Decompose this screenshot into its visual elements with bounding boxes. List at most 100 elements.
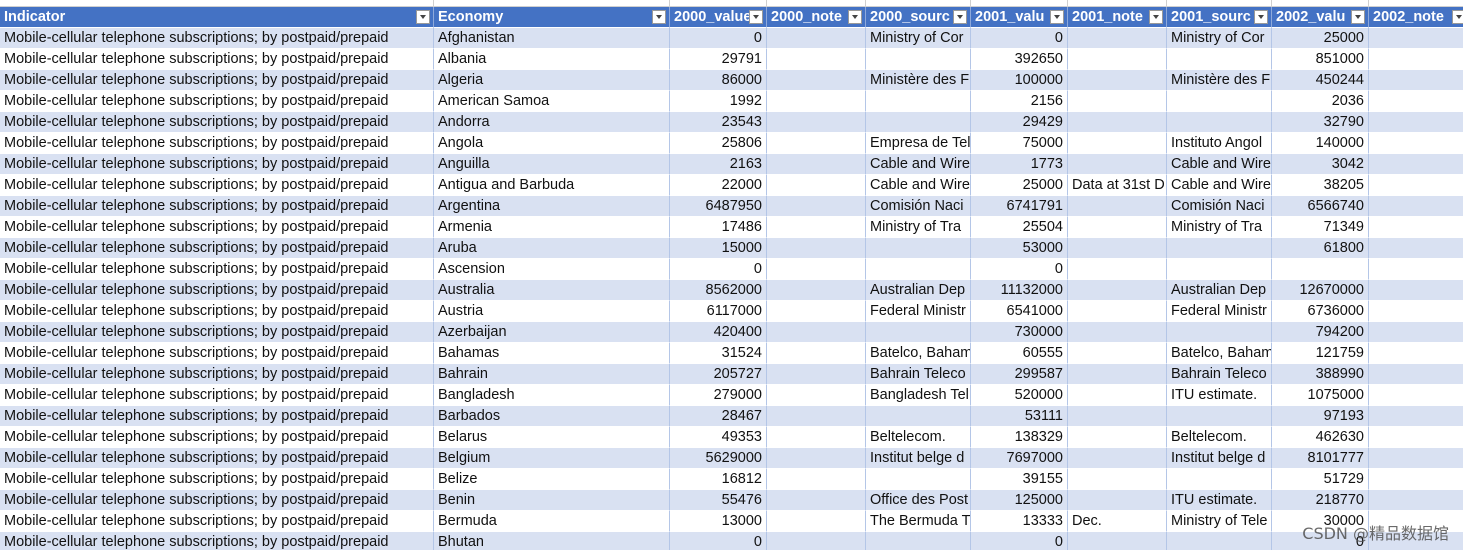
cell: 28467 (670, 406, 767, 427)
cell: 51729 (1272, 469, 1369, 490)
cell (767, 343, 866, 364)
cell (1068, 343, 1167, 364)
column-header[interactable]: Economy (434, 7, 670, 28)
cell: Mobile-cellular telephone subscriptions;… (0, 70, 434, 91)
cell (1068, 133, 1167, 154)
cell (767, 490, 866, 511)
cell: Ministère des F (866, 70, 971, 91)
cell: Institut belge d (1167, 448, 1272, 469)
column-header[interactable]: Indicator (0, 7, 434, 28)
cell (1167, 406, 1272, 427)
cell: 29429 (971, 112, 1068, 133)
cell: Ministry of Tra (1167, 217, 1272, 238)
cell: 138329 (971, 427, 1068, 448)
cell: 12670000 (1272, 280, 1369, 301)
cell (1068, 70, 1167, 91)
cell (1369, 49, 1463, 70)
cell: 0 (670, 28, 767, 49)
cell (1369, 448, 1463, 469)
cell: 25504 (971, 217, 1068, 238)
column-header[interactable]: 2002_valu (1272, 7, 1369, 28)
cell: 851000 (1272, 49, 1369, 70)
filter-button[interactable] (953, 10, 967, 24)
column-header[interactable]: 2000_note (767, 7, 866, 28)
cell: 39155 (971, 469, 1068, 490)
filter-button[interactable] (1452, 10, 1463, 24)
filter-button[interactable] (1351, 10, 1365, 24)
cell: The Bermuda T (866, 511, 971, 532)
cell: Batelco, Baham (866, 343, 971, 364)
cell: Mobile-cellular telephone subscriptions;… (0, 280, 434, 301)
cell: Comisión Naci (1167, 196, 1272, 217)
cell: Comisión Naci (866, 196, 971, 217)
cell (1369, 91, 1463, 112)
column-header[interactable]: 2001_sourc (1167, 7, 1272, 28)
cell: Benin (434, 490, 670, 511)
cell (1369, 343, 1463, 364)
cell (866, 469, 971, 490)
cell: 0 (670, 532, 767, 550)
cell: Mobile-cellular telephone subscriptions;… (0, 133, 434, 154)
filter-button[interactable] (1254, 10, 1268, 24)
filter-button[interactable] (1050, 10, 1064, 24)
cell: 30000 (1272, 511, 1369, 532)
cell (1369, 469, 1463, 490)
cell: Mobile-cellular telephone subscriptions;… (0, 532, 434, 550)
cell: Cable and Wire (1167, 154, 1272, 175)
cell: 6487950 (670, 196, 767, 217)
column-header[interactable]: 2001_valu (971, 7, 1068, 28)
column-header[interactable]: 2001_note (1068, 7, 1167, 28)
cell: 0 (971, 28, 1068, 49)
cell: 6741791 (971, 196, 1068, 217)
cell (1068, 448, 1167, 469)
filter-button[interactable] (1149, 10, 1163, 24)
cell (1369, 532, 1463, 550)
cell (1369, 301, 1463, 322)
filter-button[interactable] (749, 10, 763, 24)
cell: 462630 (1272, 427, 1369, 448)
cell: 97193 (1272, 406, 1369, 427)
column-header[interactable]: 2002_note (1369, 7, 1463, 28)
cell: 1992 (670, 91, 767, 112)
cell: 6117000 (670, 301, 767, 322)
cell: Bermuda (434, 511, 670, 532)
cell (1068, 469, 1167, 490)
cell: 0 (971, 259, 1068, 280)
cell: Afghanistan (434, 28, 670, 49)
cell (1167, 469, 1272, 490)
cell (1369, 385, 1463, 406)
cell (767, 49, 866, 70)
cell: Mobile-cellular telephone subscriptions;… (0, 322, 434, 343)
cell (1272, 0, 1369, 7)
cell (1167, 0, 1272, 7)
column-header[interactable]: 2000_sourc (866, 7, 971, 28)
cell (866, 532, 971, 550)
cell: 8562000 (670, 280, 767, 301)
cell: Cable and Wire (1167, 175, 1272, 196)
filter-button[interactable] (652, 10, 666, 24)
filter-button[interactable] (416, 10, 430, 24)
column-header[interactable]: 2000_value (670, 7, 767, 28)
cell: 25000 (1272, 28, 1369, 49)
cell: Data at 31st D (1068, 175, 1167, 196)
cell (1369, 511, 1463, 532)
cell (670, 0, 767, 7)
cell: 125000 (971, 490, 1068, 511)
cell (767, 112, 866, 133)
filter-button[interactable] (848, 10, 862, 24)
cell: Mobile-cellular telephone subscriptions;… (0, 406, 434, 427)
cell: 86000 (670, 70, 767, 91)
cell: ITU estimate. (1167, 385, 1272, 406)
cell (1369, 0, 1463, 7)
cell (767, 91, 866, 112)
cell: 31524 (670, 343, 767, 364)
cell (767, 238, 866, 259)
cell: Mobile-cellular telephone subscriptions;… (0, 238, 434, 259)
cell: Mobile-cellular telephone subscriptions;… (0, 91, 434, 112)
cell: 49353 (670, 427, 767, 448)
cell (1068, 91, 1167, 112)
cell: Mobile-cellular telephone subscriptions;… (0, 28, 434, 49)
cell (1167, 238, 1272, 259)
cell (1369, 427, 1463, 448)
